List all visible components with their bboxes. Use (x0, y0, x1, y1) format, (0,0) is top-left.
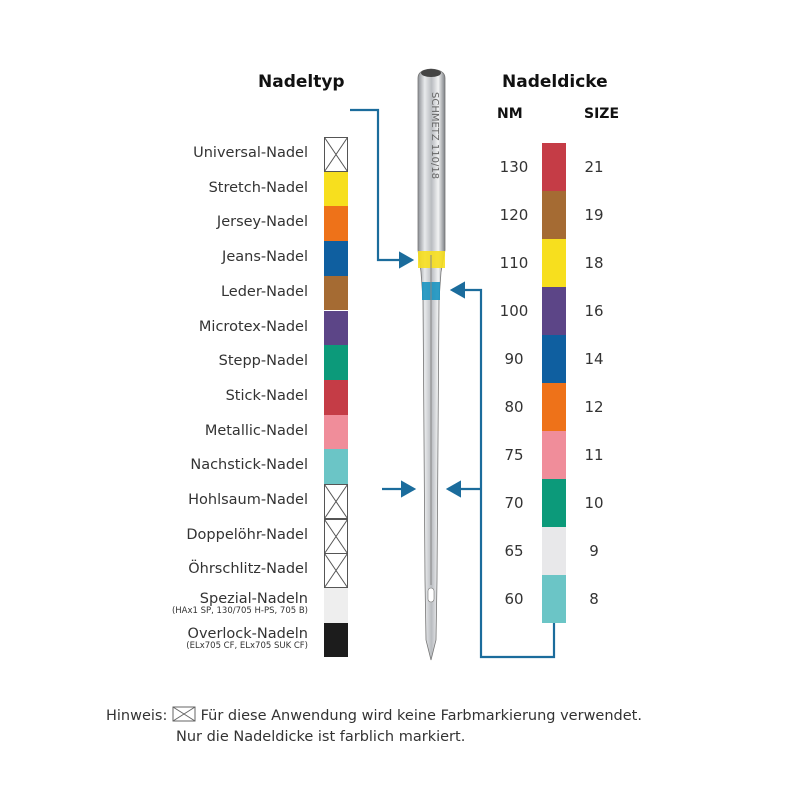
connector-lines (350, 108, 556, 659)
needle-type-label: Öhrschlitz-Nadel (188, 562, 308, 577)
needle-type-name: Stretch-Nadel (208, 179, 308, 196)
type-arrow (350, 108, 415, 269)
needle-type-name: Stepp-Nadel (218, 353, 308, 370)
needle-size-heading: Nadeldicke (502, 72, 608, 92)
no-color-swatch (324, 553, 348, 589)
nm-value: 90 (504, 350, 524, 368)
no-color-marking-icon (172, 706, 196, 722)
no-color-swatch (324, 484, 348, 519)
nm-value: 65 (504, 542, 524, 560)
color-swatch (324, 275, 348, 311)
nm-value: 130 (499, 158, 529, 176)
needle-type-label: Microtex-Nadel (198, 318, 308, 335)
nm-heading: NM (497, 106, 523, 122)
needle-type-name: Metallic-Nadel (204, 422, 308, 439)
needle-type-name: Doppelöhr-Nadel (186, 526, 308, 543)
size-color-swatch (542, 479, 566, 527)
needle-type-name: Jersey-Nadel (216, 214, 308, 231)
needle-icon: SCHMETZ 110/18 (417, 68, 446, 661)
size-color-swatch (542, 191, 566, 239)
hint-prefix: Hinweis: (106, 708, 168, 724)
size-color-swatch (542, 431, 566, 479)
needle-type-label: Spezial-Nadeln (HAx1 SP, 130/705 H-PS, 70… (171, 591, 308, 617)
size-value: 18 (584, 254, 604, 272)
needle-type-label: Nachstick-Nadel (190, 458, 308, 473)
nm-value: 120 (499, 206, 529, 224)
size-color-swatch (542, 143, 566, 191)
color-swatch (324, 206, 348, 242)
needle-eye (427, 587, 435, 603)
color-swatch (324, 345, 348, 380)
color-swatch (324, 310, 348, 346)
size-value: 14 (584, 350, 604, 368)
needle-type-note: (ELx705 CF, ELx705 SUK CF) (186, 641, 308, 652)
no-color-swatch (324, 137, 348, 172)
size-value: 11 (584, 446, 604, 464)
needle-engraving: SCHMETZ 110/18 (429, 92, 440, 179)
hint-text-2: Nur die Nadeldicke ist farblich markiert… (176, 729, 466, 745)
color-swatch (324, 379, 348, 415)
nm-value: 110 (499, 254, 529, 272)
color-swatch (324, 171, 348, 207)
color-swatch (324, 622, 348, 658)
needle-type-label: Overlock-Nadeln (ELx705 CF, ELx705 SUK CF… (186, 625, 308, 652)
color-swatch (324, 449, 348, 484)
needle-type-label: Jersey-Nadel (217, 215, 308, 230)
size-value: 16 (584, 302, 604, 320)
nm-value: 70 (504, 494, 524, 512)
needle-type-label: Stick-Nadel (225, 387, 308, 404)
needle-type-name: Overlock-Nadeln (187, 625, 308, 642)
size-value: 9 (589, 542, 599, 560)
needle-type-name: Nachstick-Nadel (190, 457, 308, 474)
nm-value: 60 (504, 590, 524, 608)
needle-type-label: Universal-Nadel (193, 145, 308, 161)
color-swatch (324, 588, 348, 623)
size-color-swatch (542, 575, 566, 623)
size-value: 10 (584, 494, 604, 512)
hint-line-1: Hinweis: Für diese Anwendung wird keine … (106, 706, 642, 724)
needle-type-name: Hohlsaum-Nadel (188, 492, 308, 508)
needle-type-label: Metallic-Nadel (204, 422, 308, 439)
needle-type-name: Jeans-Nadel (222, 249, 308, 266)
size-color-swatch (542, 239, 566, 287)
needle-type-name: Stick-Nadel (225, 387, 308, 404)
needle-type-note: (HAx1 SP, 130/705 H-PS, 705 B) (171, 606, 308, 617)
size-color-swatch (542, 335, 566, 383)
needle-type-name: Universal-Nadel (193, 145, 308, 161)
color-swatch (324, 414, 348, 450)
size-arrow (449, 281, 556, 659)
hint-text-1: Für diese Anwendung wird keine Farbmarki… (200, 708, 642, 724)
needle-type-name: Spezial-Nadeln (199, 591, 308, 608)
size-value: 19 (584, 206, 604, 224)
needle-type-label: Stretch-Nadel (208, 179, 308, 196)
needle-type-label: Doppelöhr-Nadel (186, 526, 308, 543)
needle-type-label: Stepp-Nadel (219, 354, 308, 369)
size-value: 12 (584, 398, 604, 416)
nm-value: 80 (504, 398, 524, 416)
size-color-swatch (542, 527, 566, 575)
needle-type-heading: Nadeltyp (258, 72, 345, 92)
needle-type-label: Hohlsaum-Nadel (188, 492, 308, 508)
no-color-swatch (324, 518, 348, 554)
color-swatch (324, 241, 348, 276)
needle-type-label: Leder-Nadel (220, 283, 308, 300)
size-color-swatch (542, 383, 566, 431)
size-color-swatch (542, 287, 566, 335)
nm-value: 100 (499, 302, 529, 320)
nm-value: 75 (504, 446, 524, 464)
size-value: 8 (589, 590, 599, 608)
needle-type-name: Öhrschlitz-Nadel (188, 561, 308, 578)
size-heading: SIZE (584, 106, 620, 122)
needle-type-name: Leder-Nadel (220, 283, 308, 300)
size-value: 21 (584, 158, 604, 176)
needle-type-name: Microtex-Nadel (198, 318, 308, 335)
needle-type-label: Jeans-Nadel (222, 249, 308, 266)
